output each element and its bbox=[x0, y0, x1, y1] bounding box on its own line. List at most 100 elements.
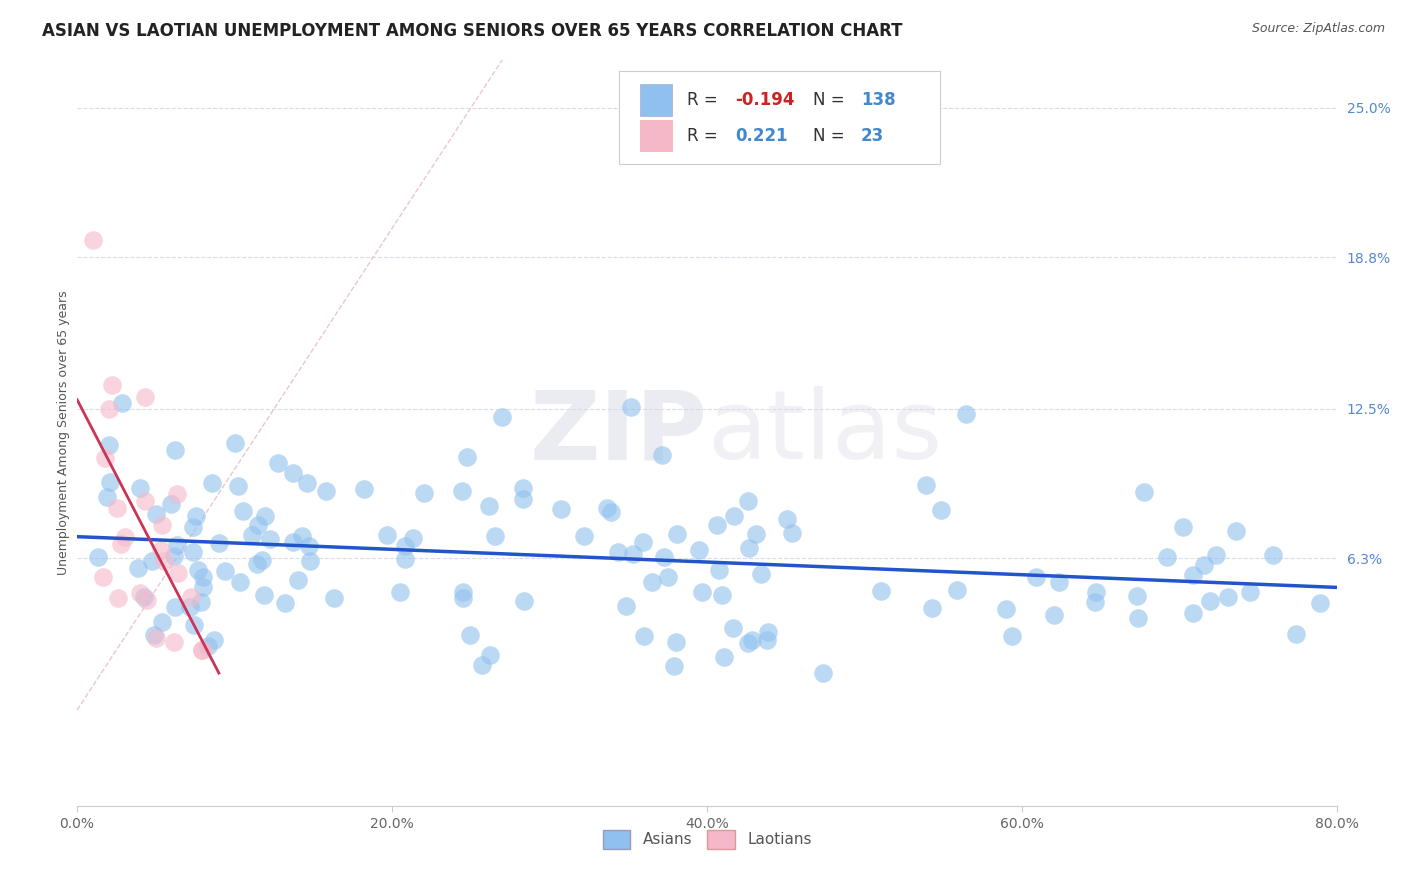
Point bbox=[193, 570, 215, 584]
Point bbox=[776, 512, 799, 526]
Point bbox=[737, 494, 759, 508]
Point bbox=[149, 543, 172, 558]
Point bbox=[1125, 590, 1147, 604]
Point bbox=[780, 525, 803, 540]
Point bbox=[274, 596, 297, 610]
Point bbox=[111, 396, 134, 410]
Point bbox=[512, 481, 534, 495]
Point bbox=[101, 377, 124, 392]
Point bbox=[145, 508, 167, 522]
Point bbox=[471, 657, 494, 672]
Point bbox=[666, 526, 689, 541]
Point bbox=[1047, 575, 1070, 590]
Point bbox=[323, 591, 346, 606]
Point bbox=[1001, 629, 1024, 643]
Point bbox=[283, 466, 305, 480]
Point bbox=[758, 624, 780, 639]
Point bbox=[232, 504, 254, 518]
Point bbox=[197, 640, 219, 654]
Point bbox=[253, 588, 276, 602]
Text: ASIAN VS LAOTIAN UNEMPLOYMENT AMONG SENIORS OVER 65 YEARS CORRELATION CHART: ASIAN VS LAOTIAN UNEMPLOYMENT AMONG SENI… bbox=[42, 22, 903, 40]
Point bbox=[97, 438, 120, 452]
Point bbox=[150, 517, 173, 532]
Point bbox=[191, 643, 214, 657]
Point bbox=[110, 537, 132, 551]
Point bbox=[183, 617, 205, 632]
Point bbox=[1225, 524, 1247, 539]
Point bbox=[98, 475, 121, 490]
Point bbox=[187, 563, 209, 577]
Point bbox=[665, 634, 688, 648]
Point bbox=[107, 591, 129, 605]
Point bbox=[600, 504, 623, 518]
Point bbox=[299, 554, 322, 568]
Point bbox=[394, 539, 416, 553]
Point bbox=[1084, 595, 1107, 609]
Point bbox=[1285, 627, 1308, 641]
Point bbox=[1182, 607, 1205, 621]
Point bbox=[595, 501, 617, 516]
Point bbox=[955, 407, 977, 421]
Point bbox=[150, 615, 173, 629]
Text: 0.221: 0.221 bbox=[735, 127, 787, 145]
Point bbox=[651, 448, 673, 462]
Point bbox=[201, 476, 224, 491]
Point bbox=[688, 543, 710, 558]
Point bbox=[1171, 520, 1194, 534]
Point bbox=[1261, 548, 1284, 562]
Point bbox=[1133, 485, 1156, 500]
Point bbox=[1156, 550, 1178, 565]
Text: -0.194: -0.194 bbox=[735, 91, 794, 109]
Point bbox=[394, 552, 416, 566]
Point bbox=[657, 570, 679, 584]
Point bbox=[641, 575, 664, 590]
Point bbox=[179, 600, 201, 615]
Point bbox=[1182, 567, 1205, 582]
Point bbox=[945, 583, 967, 598]
Point bbox=[180, 590, 202, 604]
Point bbox=[723, 508, 745, 523]
Point bbox=[574, 528, 596, 542]
Point bbox=[711, 588, 734, 602]
Point bbox=[224, 435, 246, 450]
Point bbox=[191, 581, 214, 595]
Legend: Asians, Laotians: Asians, Laotians bbox=[596, 824, 818, 855]
Point bbox=[994, 602, 1017, 616]
Point bbox=[142, 628, 165, 642]
Point bbox=[623, 547, 645, 561]
Point bbox=[744, 526, 766, 541]
Text: 138: 138 bbox=[860, 91, 896, 109]
Text: R =: R = bbox=[688, 91, 723, 109]
Point bbox=[1216, 591, 1239, 605]
Point bbox=[1239, 584, 1261, 599]
Point bbox=[141, 554, 163, 568]
Point bbox=[741, 633, 763, 648]
Point bbox=[134, 390, 156, 404]
Point bbox=[491, 409, 513, 424]
Point bbox=[295, 475, 318, 490]
Point bbox=[737, 541, 759, 555]
Point bbox=[451, 484, 474, 499]
Point bbox=[713, 649, 735, 664]
Point bbox=[167, 566, 190, 580]
Point bbox=[132, 590, 155, 604]
Point bbox=[1194, 558, 1216, 573]
Point bbox=[413, 486, 436, 500]
Point bbox=[692, 584, 714, 599]
Point bbox=[129, 482, 152, 496]
Point bbox=[163, 600, 186, 615]
Point bbox=[82, 233, 104, 247]
FancyBboxPatch shape bbox=[619, 70, 941, 164]
Point bbox=[512, 594, 534, 608]
Point bbox=[134, 493, 156, 508]
Point bbox=[1025, 570, 1047, 584]
Point bbox=[389, 584, 412, 599]
Point bbox=[614, 599, 637, 613]
Point bbox=[246, 558, 269, 572]
Point bbox=[709, 563, 731, 577]
Point bbox=[458, 628, 481, 642]
Point bbox=[190, 595, 212, 609]
Point bbox=[253, 508, 276, 523]
Point bbox=[252, 553, 274, 567]
Point bbox=[153, 554, 176, 568]
